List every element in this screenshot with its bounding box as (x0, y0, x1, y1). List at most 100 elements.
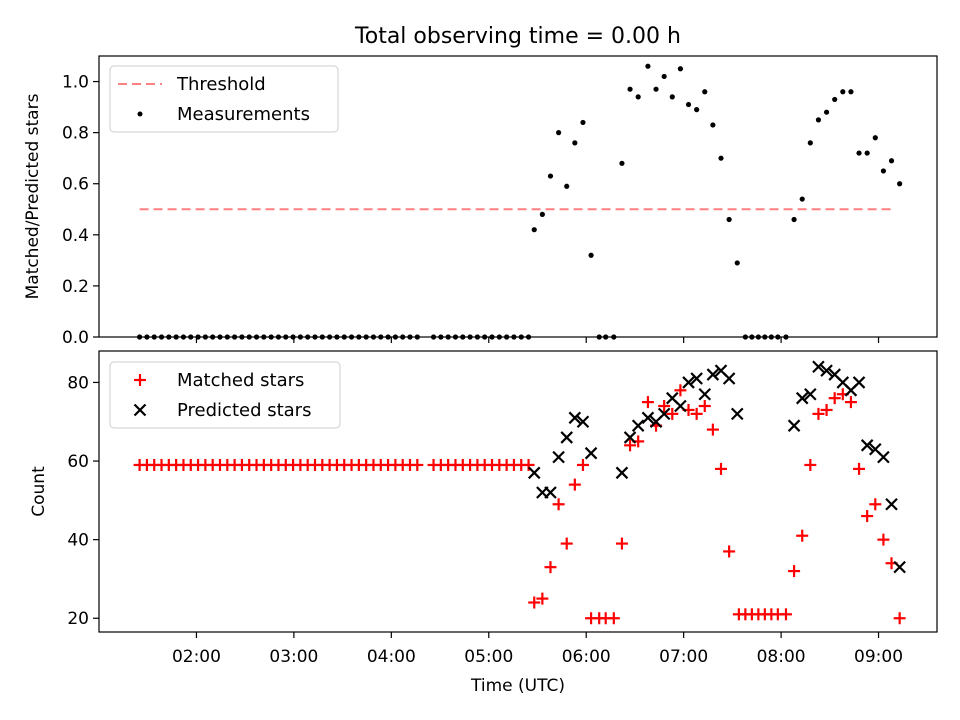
x-stroke-b (852, 376, 866, 389)
measurement-point (694, 107, 700, 113)
x-tick-label: 06:00 (562, 647, 611, 667)
x-stroke-b (730, 407, 744, 421)
measurement-point (653, 86, 659, 92)
measurement-point (726, 216, 732, 223)
measurement-point (645, 63, 651, 69)
predicted-star-point (674, 399, 687, 413)
x-stroke-b (804, 387, 817, 401)
matched-star-point (869, 498, 882, 511)
measurement-point (669, 94, 675, 100)
matched-star-point (624, 439, 637, 452)
predicted-star-point (812, 360, 825, 373)
measurement-point (734, 260, 740, 266)
matched-star-point (552, 498, 565, 511)
x-stroke-b (860, 439, 874, 452)
matched-star-point (411, 458, 424, 471)
count-y-axis-label: Count (29, 466, 49, 517)
matched-star-point (828, 392, 841, 405)
x-stroke-b (682, 376, 695, 389)
measurement-point (539, 211, 545, 217)
matched-star-point (877, 533, 890, 546)
legend-measurements-label: Measurements (177, 104, 310, 125)
x-stroke-b (690, 372, 703, 385)
x-stroke-b (812, 360, 825, 373)
matched-star-point (690, 407, 703, 420)
x-stroke-b (576, 415, 590, 429)
matched-star-point (796, 529, 809, 542)
measurement-points (137, 63, 903, 340)
ratio-axes-frame (98, 55, 938, 338)
x-stroke-b (885, 497, 898, 511)
predicted-star-point (804, 387, 817, 401)
matched-star-point (607, 612, 620, 625)
x-stroke-b (615, 466, 629, 480)
y-tick-label: 0.6 (62, 175, 89, 195)
count-axes-frame (98, 350, 938, 633)
x-stroke-b (893, 560, 906, 574)
measurement-point (547, 173, 554, 179)
measurement-point (531, 227, 537, 233)
measurement-point (702, 89, 708, 95)
predicted-star-point (730, 407, 744, 421)
predicted-star-point (576, 415, 590, 429)
matched-star-point (576, 458, 589, 471)
predicted-star-point (852, 376, 866, 389)
x-stroke-b (836, 376, 850, 389)
predicted-star-point (795, 391, 809, 405)
x-axis-label: Time (UTC) (470, 676, 565, 696)
predicted-stars-points (527, 360, 906, 574)
predicted-star-point (568, 411, 582, 425)
measurement-point (872, 135, 878, 141)
predicted-star-point (885, 497, 898, 511)
legend-predicted-swatch (133, 403, 147, 417)
y-tick-label: 0.0 (62, 328, 89, 348)
measurement-point (864, 150, 870, 156)
x-tick-label: 07:00 (659, 647, 708, 667)
measurement-point (710, 122, 716, 128)
measurement-point (718, 155, 724, 161)
measurement-point (791, 216, 797, 223)
measurement-point (807, 140, 813, 146)
x-stroke-b (869, 442, 882, 456)
matched-star-point (615, 537, 628, 550)
x-stroke-b (706, 368, 720, 381)
matched-star-point (568, 478, 581, 491)
predicted-star-point (698, 387, 712, 401)
predicted-star-point (893, 560, 906, 574)
measurement-point (880, 168, 887, 174)
x-stroke-b (623, 431, 637, 444)
count-x-axis: 02:00 03:00 04:00 05:00 06:00 07:00 08:00 09:00 (172, 632, 903, 667)
matched-star-point (804, 458, 817, 471)
x-stroke-b (133, 403, 147, 417)
x-tick-label: 03:00 (269, 647, 318, 667)
matched-star-point (658, 400, 671, 413)
x-stroke-b (795, 391, 809, 405)
measurement-point (635, 94, 641, 100)
x-tick-label: 04:00 (367, 647, 416, 667)
matched-star-point (674, 384, 687, 397)
measurement-point (856, 150, 862, 156)
predicted-star-point (657, 407, 671, 421)
measurement-point (619, 160, 625, 166)
x-stroke-b (641, 411, 655, 425)
measurement-point (556, 130, 562, 136)
legend-predicted-label: Predicted stars (177, 400, 311, 421)
ratio-legend: Threshold Measurements (109, 65, 339, 133)
legend-matched-swatch (134, 374, 146, 386)
x-tick-label: 09:00 (854, 647, 903, 667)
matched-star-point (706, 423, 719, 436)
predicted-star-point (623, 431, 637, 444)
x-tick-label: 08:00 (757, 647, 806, 667)
measurement-point (588, 252, 594, 258)
legend-threshold-label: Threshold (176, 74, 266, 95)
matched-star-point (893, 612, 906, 625)
ratio-y-axis-label: Matched/Predicted stars (23, 93, 43, 299)
matched-star-point (641, 396, 654, 409)
measurement-point (823, 109, 830, 115)
matched-star-point (812, 407, 825, 420)
predicted-star-point (787, 419, 801, 432)
y-tick-label: 0.2 (62, 277, 89, 297)
matched-star-point (544, 561, 557, 574)
predicted-star-point (615, 466, 629, 480)
